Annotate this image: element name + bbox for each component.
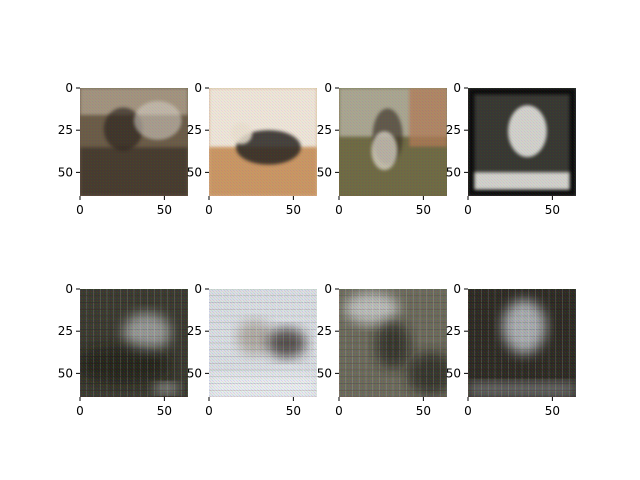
y-tick-label-4-1: 25 [58,324,73,338]
image-content [209,289,317,397]
y-tick-label-3-2: 50 [446,165,461,179]
x-tick-label-3-1: 50 [545,203,560,217]
y-tick-label-4-0: 0 [65,282,73,296]
image-content [209,88,317,196]
x-tick-label-1-0: 0 [205,203,213,217]
y-tick-label-2-2: 50 [317,165,332,179]
panel-top-3: 0 25 50 0 50 [317,81,447,217]
y-tick-label-5-0: 0 [194,282,202,296]
image-content [80,88,188,196]
panel-top-2: 0 25 50 0 50 [187,81,317,217]
y-tick-label-6-2: 50 [317,366,332,380]
x-tick-label-2-0: 0 [335,203,343,217]
x-tick-label-0-0: 0 [76,203,84,217]
panel-top-4: 0 25 50 0 50 [446,81,576,217]
image-content [339,289,447,397]
x-tick-label-6-1: 50 [416,404,431,418]
y-tick-label-0-1: 25 [58,123,73,137]
y-tick-label-1-2: 50 [187,165,202,179]
x-tick-label-7-1: 50 [545,404,560,418]
y-tick-label-1-0: 0 [194,81,202,95]
image-content [468,289,576,397]
y-tick-label-1-1: 25 [187,123,202,137]
panel-bottom-2: 0 25 50 0 50 [187,282,317,418]
image-content [339,88,447,196]
x-tick-label-0-1: 50 [157,203,172,217]
panel-bottom-3: 0 25 50 0 50 [317,282,447,418]
y-tick-label-5-2: 50 [187,366,202,380]
panel-bottom-1: 0 25 50 0 50 [58,282,188,418]
y-tick-label-4-2: 50 [58,366,73,380]
y-tick-label-0-0: 0 [65,81,73,95]
y-tick-label-7-0: 0 [453,282,461,296]
y-tick-label-3-1: 25 [446,123,461,137]
y-tick-label-3-0: 0 [453,81,461,95]
y-tick-label-0-2: 50 [58,165,73,179]
x-tick-label-3-0: 0 [464,203,472,217]
y-tick-label-6-0: 0 [324,282,332,296]
panel-top-1: 0 25 50 0 50 [58,81,188,217]
x-tick-label-1-1: 50 [286,203,301,217]
x-tick-label-4-0: 0 [76,404,84,418]
image-content [80,289,188,397]
y-tick-label-2-0: 0 [324,81,332,95]
y-tick-label-2-1: 25 [317,123,332,137]
y-tick-label-5-1: 25 [187,324,202,338]
x-tick-label-5-1: 50 [286,404,301,418]
y-tick-label-7-2: 50 [446,366,461,380]
x-tick-label-5-0: 0 [205,404,213,418]
y-tick-label-7-1: 25 [446,324,461,338]
x-tick-label-7-0: 0 [464,404,472,418]
x-tick-label-4-1: 50 [157,404,172,418]
image-content [468,88,576,196]
x-tick-label-6-0: 0 [335,404,343,418]
panel-bottom-4: 0 25 50 0 50 [446,282,576,418]
x-tick-label-2-1: 50 [416,203,431,217]
y-tick-label-6-1: 25 [317,324,332,338]
